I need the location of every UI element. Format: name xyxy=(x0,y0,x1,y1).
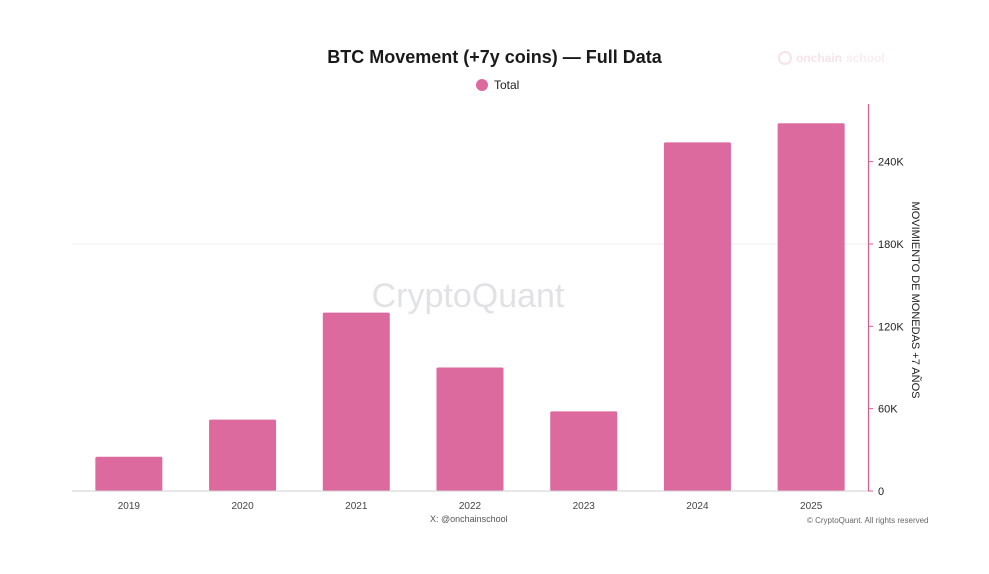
bars-layer xyxy=(95,123,845,491)
x-tick-label: 2022 xyxy=(459,501,482,512)
x-tick-label: 2021 xyxy=(345,501,368,512)
brand-logo-text-1: onchain xyxy=(796,51,843,65)
brand-logo-icon xyxy=(778,51,792,65)
bar xyxy=(436,367,504,491)
bar xyxy=(322,312,390,491)
chart-legend[interactable]: Total xyxy=(476,78,519,92)
y-tick-label: 240K xyxy=(878,157,904,169)
footer-copyright: © CryptoQuant. All rights reserved xyxy=(807,516,929,525)
bar xyxy=(209,419,277,491)
x-tick-label: 2024 xyxy=(686,501,709,512)
x-tick-label: 2023 xyxy=(573,501,596,512)
legend-marker xyxy=(476,79,488,91)
footer-handle: X: @onchainschool xyxy=(430,514,508,524)
y-tick-label: 120K xyxy=(878,321,904,333)
bar xyxy=(777,123,845,491)
x-tick-label: 2020 xyxy=(231,501,254,512)
y-tick-label: 60K xyxy=(878,404,898,416)
brand-logo-text-2: school xyxy=(846,51,885,65)
y-axis-label: MOVIMIENTO DE MONEDAS +7 AÑOS xyxy=(909,202,922,399)
x-tick-label: 2019 xyxy=(118,501,141,512)
chart-title: BTC Movement (+7y coins) — Full Data xyxy=(327,47,662,67)
bar xyxy=(95,456,163,491)
axis-layer: 0 60K 120K 180K 240K 2019 2020 2021 2022 2023 2024… xyxy=(72,104,904,512)
y-tick-label: 180K xyxy=(878,239,904,251)
bar xyxy=(550,411,618,491)
watermark: CryptoQuant xyxy=(372,277,565,315)
legend-label: Total xyxy=(494,78,520,92)
x-tick-label: 2025 xyxy=(800,501,823,512)
bar xyxy=(663,142,731,491)
y-tick-label: 0 xyxy=(878,486,884,498)
brand-logo: onchain school xyxy=(778,51,885,65)
